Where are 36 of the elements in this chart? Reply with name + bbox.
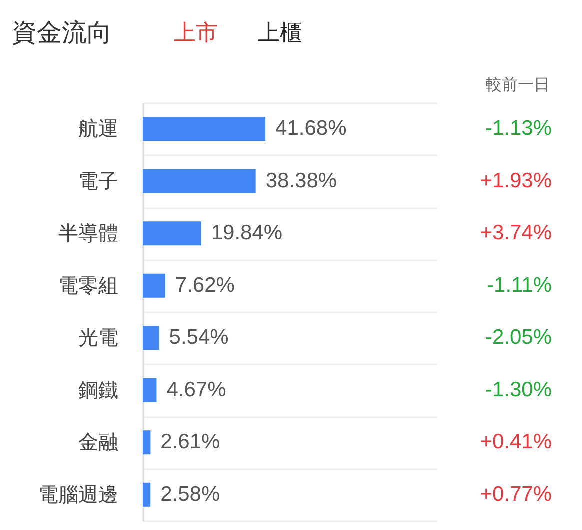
bar [143, 274, 166, 298]
y-tick-label: 航運 [78, 118, 118, 141]
y-tick-label: 鋼鐵 [78, 380, 118, 402]
y-tick-label: 光電 [78, 328, 118, 350]
y-tick-label: 電子 [78, 170, 118, 193]
data-label: 38.38% [266, 169, 338, 192]
data-label: 4.67% [166, 378, 226, 402]
bar [143, 430, 151, 455]
text: +0.41% [480, 430, 552, 454]
text: +3.74% [480, 222, 552, 245]
text: -2.05% [485, 326, 552, 350]
chart-title: 資金流向 [12, 19, 112, 47]
y-tick-label: 金融 [78, 432, 118, 454]
data-label: 19.84% [211, 222, 283, 245]
text: +0.77% [480, 482, 552, 506]
text: -1.30% [485, 378, 552, 402]
bar [143, 169, 256, 194]
text: 上市 [174, 20, 218, 45]
y-tick-label: 半導體 [58, 223, 118, 246]
text: -1.11% [487, 274, 552, 297]
text: 較前一日 [486, 76, 550, 94]
bar [143, 326, 160, 350]
bar [143, 222, 202, 246]
data-label: 7.62% [175, 274, 235, 297]
data-label: 41.68% [276, 117, 347, 140]
bar [143, 117, 266, 142]
text: -1.13% [485, 117, 552, 140]
y-tick-label: 電零組 [58, 275, 118, 298]
data-label: 2.61% [160, 430, 220, 454]
text: 上櫃 [258, 20, 302, 45]
bar [143, 378, 157, 402]
data-label: 5.54% [169, 326, 229, 350]
bar [143, 482, 151, 507]
data-label: 2.58% [160, 482, 220, 506]
text: +1.93% [480, 169, 552, 192]
y-tick-label: 電腦週邊 [38, 484, 118, 506]
